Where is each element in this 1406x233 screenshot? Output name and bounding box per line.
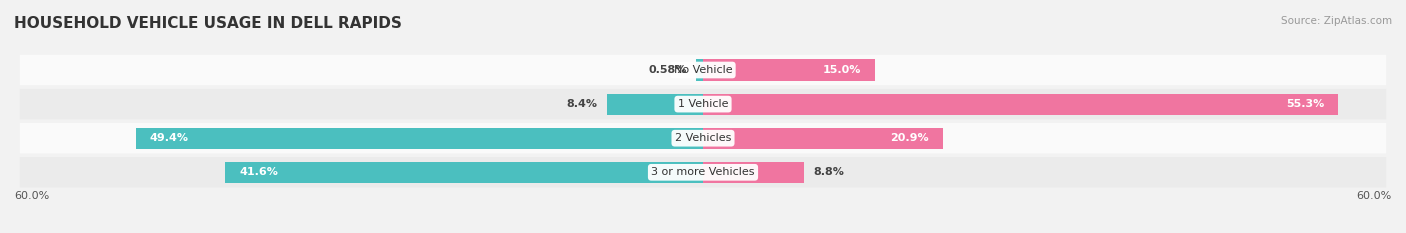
FancyBboxPatch shape <box>20 157 1386 188</box>
Bar <box>703 162 804 183</box>
Text: 49.4%: 49.4% <box>149 133 188 143</box>
Text: No Vehicle: No Vehicle <box>673 65 733 75</box>
Text: 3 or more Vehicles: 3 or more Vehicles <box>651 167 755 177</box>
Bar <box>225 162 703 183</box>
Text: 2 Vehicles: 2 Vehicles <box>675 133 731 143</box>
Text: 60.0%: 60.0% <box>14 191 49 201</box>
Bar <box>136 128 703 149</box>
Text: 8.4%: 8.4% <box>567 99 598 109</box>
FancyBboxPatch shape <box>20 55 1386 85</box>
Text: HOUSEHOLD VEHICLE USAGE IN DELL RAPIDS: HOUSEHOLD VEHICLE USAGE IN DELL RAPIDS <box>14 16 402 31</box>
Bar <box>703 93 1339 115</box>
Text: 55.3%: 55.3% <box>1286 99 1324 109</box>
Bar <box>703 59 875 81</box>
Text: 60.0%: 60.0% <box>1357 191 1392 201</box>
Bar <box>703 128 943 149</box>
Text: 0.58%: 0.58% <box>648 65 688 75</box>
Text: Source: ZipAtlas.com: Source: ZipAtlas.com <box>1281 16 1392 26</box>
Bar <box>696 59 703 81</box>
Bar <box>606 93 703 115</box>
Text: 1 Vehicle: 1 Vehicle <box>678 99 728 109</box>
Text: 8.8%: 8.8% <box>813 167 844 177</box>
Text: 15.0%: 15.0% <box>823 65 862 75</box>
Text: 41.6%: 41.6% <box>239 167 278 177</box>
FancyBboxPatch shape <box>20 89 1386 119</box>
FancyBboxPatch shape <box>20 123 1386 153</box>
Text: 20.9%: 20.9% <box>890 133 929 143</box>
